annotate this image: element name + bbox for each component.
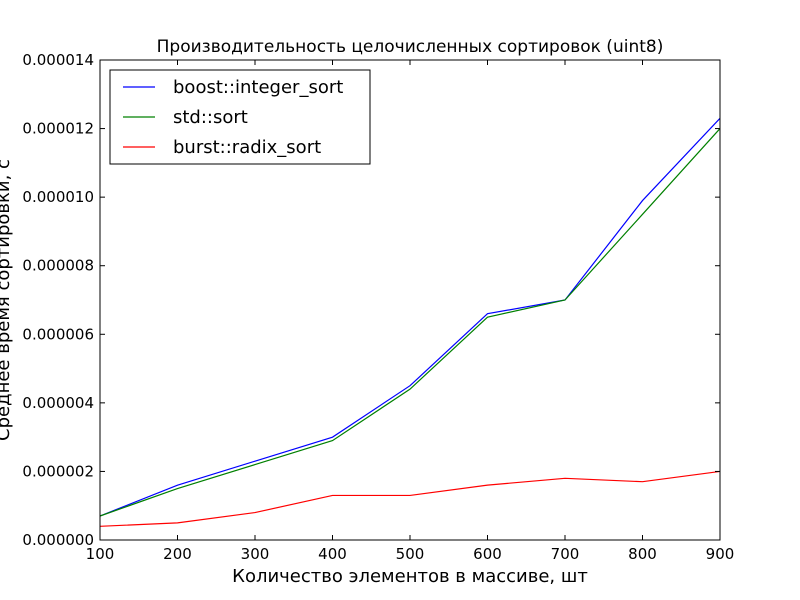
- x-tick-label: 700: [551, 545, 580, 563]
- series-line-0: [99, 117, 721, 517]
- y-tick-label: 0.000000: [22, 531, 94, 549]
- x-tick-label: 600: [473, 545, 502, 563]
- y-tick-label: 0.000014: [22, 51, 94, 69]
- series-line-2: [99, 470, 721, 527]
- x-tick-label: 300: [241, 545, 270, 563]
- x-tick-label: 800: [628, 545, 657, 563]
- x-axis-label: Количество элементов в массиве, шт: [232, 566, 588, 587]
- x-tick-label: 100: [86, 545, 115, 563]
- x-tick-label: 200: [163, 545, 192, 563]
- plot-area: [99, 117, 721, 527]
- x-tick-label: 400: [318, 545, 347, 563]
- y-tick-label: 0.000002: [22, 462, 94, 480]
- legend: boost::integer_sortstd::sortburst::radix…: [109, 69, 371, 165]
- y-tick-label: 0.000004: [22, 394, 94, 412]
- series-line-1: [99, 128, 721, 517]
- x-tick-label: 900: [706, 545, 735, 563]
- y-tick-label: 0.000006: [22, 325, 94, 343]
- axis-ticks: 100 200 300 400 500 600 700 800 900 0.000000 0.000…: [22, 51, 734, 563]
- legend-label-1: std::sort: [173, 107, 248, 128]
- y-tick-label: 0.000008: [22, 257, 94, 275]
- y-tick-label: 0.000012: [22, 120, 94, 138]
- chart-title: Производительность целочисленных сортиро…: [157, 37, 664, 57]
- legend-label-0: boost::integer_sort: [173, 77, 343, 98]
- x-tick-label: 500: [396, 545, 425, 563]
- y-axis-label: Среднее время сортировки, с: [0, 159, 14, 441]
- y-tick-label: 0.000010: [22, 188, 94, 206]
- legend-label-2: burst::radix_sort: [173, 137, 321, 158]
